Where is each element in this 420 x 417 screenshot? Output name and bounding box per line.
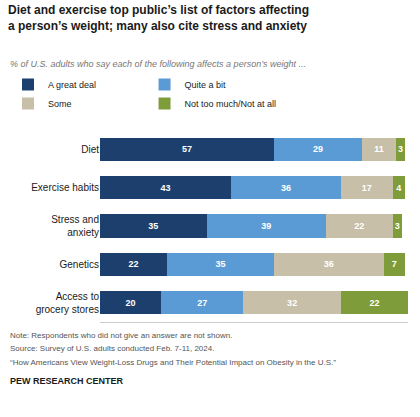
svg-text:Quite a bit: Quite a bit: [185, 80, 227, 90]
svg-text:22: 22: [129, 259, 139, 269]
svg-text:7: 7: [392, 259, 397, 269]
svg-text:3: 3: [395, 221, 400, 231]
svg-text:Diet: Diet: [81, 144, 99, 155]
svg-text:27: 27: [197, 298, 207, 308]
svg-text:Note: Respondents who did not: Note: Respondents who did not give an an…: [10, 331, 232, 340]
svg-text:Source: Survey of U.S. adults: Source: Survey of U.S. adults conducted …: [10, 344, 214, 353]
svg-text:4: 4: [396, 183, 401, 193]
svg-text:29: 29: [313, 144, 323, 154]
svg-text:17: 17: [362, 183, 372, 193]
svg-text:Stress andanxiety: Stress andanxiety: [51, 214, 99, 238]
svg-text:22: 22: [369, 298, 379, 308]
svg-text:11: 11: [374, 144, 384, 154]
svg-text:Some: Some: [48, 99, 72, 109]
svg-text:36: 36: [324, 259, 334, 269]
svg-text:Genetics: Genetics: [60, 259, 99, 270]
svg-text:“How Americans View Weight-Los: “How Americans View Weight-Loss Drugs an…: [10, 358, 336, 367]
svg-text:Exercise habits: Exercise habits: [31, 182, 99, 193]
svg-text:% of U.S. adults who say each: % of U.S. adults who say each of the fol…: [10, 59, 306, 69]
svg-text:20: 20: [125, 298, 135, 308]
svg-text:35: 35: [215, 259, 225, 269]
svg-text:32: 32: [287, 298, 297, 308]
svg-text:36: 36: [281, 183, 291, 193]
svg-text:39: 39: [261, 221, 271, 231]
svg-text:PEW RESEARCH CENTER: PEW RESEARCH CENTER: [10, 376, 124, 386]
svg-text:43: 43: [161, 183, 171, 193]
svg-text:Not too much/Not at all: Not too much/Not at all: [185, 99, 277, 109]
svg-text:35: 35: [148, 221, 158, 231]
svg-text:57: 57: [182, 144, 192, 154]
svg-text:3: 3: [398, 144, 403, 154]
svg-text:Diet and exercise top public’s: Diet and exercise top public’s list of f…: [8, 3, 309, 33]
svg-text:22: 22: [354, 221, 364, 231]
svg-text:A great deal: A great deal: [48, 80, 96, 90]
svg-text:Access togrocery stores: Access togrocery stores: [36, 291, 100, 315]
